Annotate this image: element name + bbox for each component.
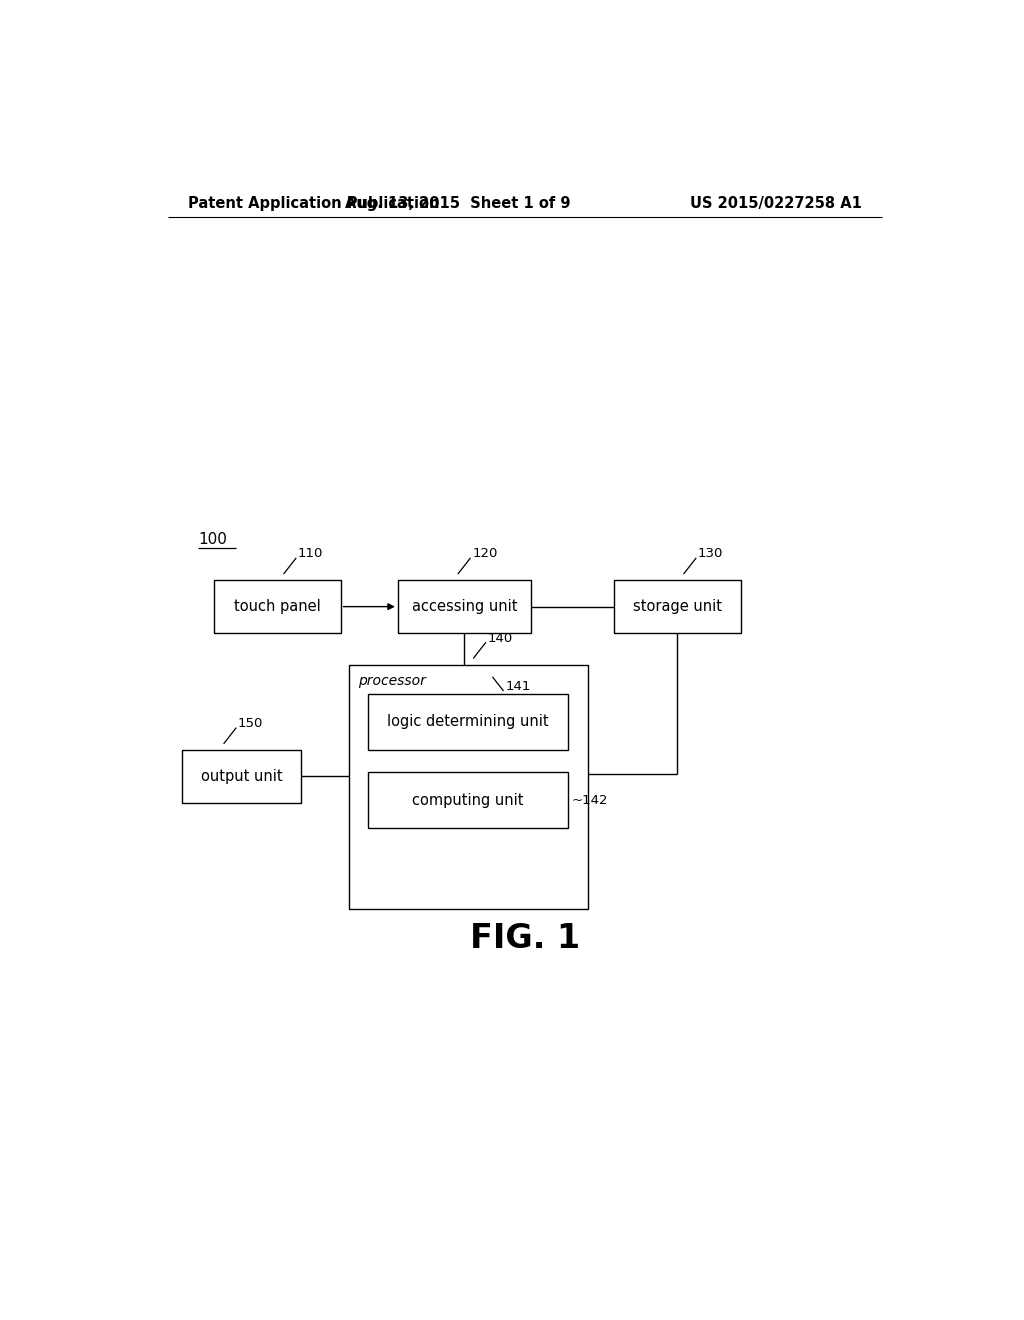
Bar (368, 694, 567, 750)
Text: logic determining unit: logic determining unit (387, 714, 549, 730)
Bar (397, 581, 531, 634)
Text: 141: 141 (505, 680, 530, 693)
Text: 130: 130 (697, 548, 723, 560)
Text: 110: 110 (298, 548, 324, 560)
Text: 140: 140 (487, 632, 513, 644)
Text: ~142: ~142 (571, 793, 608, 807)
Text: 100: 100 (198, 532, 226, 546)
Bar (182, 750, 301, 803)
Text: touch panel: touch panel (233, 599, 321, 614)
Text: computing unit: computing unit (412, 793, 523, 808)
Text: Aug. 13, 2015  Sheet 1 of 9: Aug. 13, 2015 Sheet 1 of 9 (345, 195, 570, 211)
Bar (214, 581, 341, 634)
Bar (613, 581, 740, 634)
Text: 150: 150 (238, 717, 263, 730)
Text: US 2015/0227258 A1: US 2015/0227258 A1 (690, 195, 862, 211)
Text: storage unit: storage unit (633, 599, 722, 614)
Text: accessing unit: accessing unit (412, 599, 517, 614)
Text: output unit: output unit (201, 768, 283, 784)
Text: 120: 120 (472, 548, 498, 560)
Text: processor: processor (358, 673, 426, 688)
Bar (348, 664, 588, 908)
Text: Patent Application Publication: Patent Application Publication (188, 195, 440, 211)
Text: FIG. 1: FIG. 1 (470, 923, 580, 956)
Bar (368, 772, 567, 828)
